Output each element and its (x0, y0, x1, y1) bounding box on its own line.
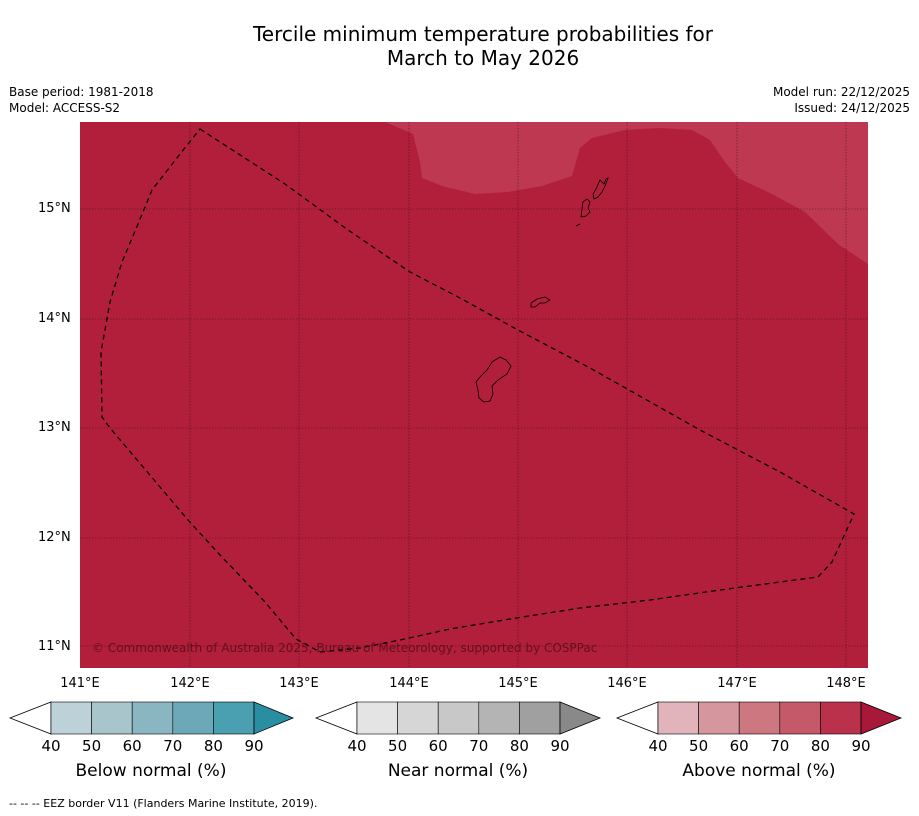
legend-tick-above-normal: 90 (851, 737, 871, 755)
colorbar-near-normal-segment (397, 701, 439, 735)
graticule (80, 122, 868, 668)
lat-label-13n: 13°N (38, 420, 71, 435)
colorbar-above-normal-segment (657, 701, 699, 735)
colorbar-below-normal-segment (213, 701, 255, 735)
legend-tick-near-normal: 50 (388, 737, 408, 755)
colorbar-above-normal-high-arrow (860, 701, 903, 735)
colorbar-near-normal-segment (437, 701, 480, 735)
eez-footnote: -- -- -- EEZ border V11 (Flanders Marine… (9, 797, 318, 810)
map-canvas (80, 122, 868, 668)
legend-tick-below-normal: 40 (41, 737, 61, 755)
colorbar-below-normal-segment (91, 701, 133, 735)
lon-label-143e: 143°E (279, 676, 319, 691)
colorbar-above-normal (615, 701, 903, 735)
legend-colorbars (8, 701, 903, 735)
colorbar-near-normal-low-arrow (314, 701, 358, 735)
legend-tick-near-normal: 90 (550, 737, 570, 755)
colorbar-above-normal-segment (698, 701, 740, 735)
legend-tick-near-normal: 60 (428, 737, 448, 755)
colorbar-near-normal-segment (519, 701, 561, 735)
legend-tick-above-normal: 70 (770, 737, 790, 755)
run-info: Model run: 22/12/2025 Issued: 24/12/2025 (773, 84, 910, 116)
model-name: Model: ACCESS-S2 (9, 101, 121, 115)
island-outlines (475, 177, 609, 403)
lon-label-144e: 144°E (389, 676, 429, 691)
model-info: Base period: 1981-2018 Model: ACCESS-S2 (9, 84, 154, 116)
legend-tick-above-normal: 40 (648, 737, 668, 755)
copyright-notice: © Commonwealth of Australia 2025, Bureau… (92, 641, 598, 655)
lon-label-148e: 148°E (826, 676, 866, 691)
legend-title-below-normal: Below normal (%) (75, 761, 227, 781)
colorbar-below-normal-low-arrow (8, 701, 52, 735)
legend-tick-below-normal: 80 (203, 737, 223, 755)
legend-tick-below-normal: 60 (122, 737, 142, 755)
colorbar-near-normal-segment (478, 701, 520, 735)
probability-zone-70-80 (385, 122, 868, 264)
colorbar-above-normal-segment (779, 701, 821, 735)
lon-label-146e: 146°E (607, 676, 647, 691)
probability-map[interactable]: © Commonwealth of Australia 2025, Bureau… (80, 122, 868, 668)
island-tinian (580, 198, 591, 218)
legend-title-above-normal: Above normal (%) (682, 761, 836, 781)
colorbar-below-normal-high-arrow (253, 701, 295, 735)
legend-tick-below-normal: 70 (163, 737, 183, 755)
legend-tick-above-normal: 50 (689, 737, 709, 755)
colorbar-above-normal-low-arrow (615, 701, 659, 735)
eez-border (100, 128, 855, 653)
model-run: Model run: 22/12/2025 (772, 85, 910, 99)
lat-label-14n: 14°N (38, 311, 71, 326)
lon-label-142e: 142°E (170, 676, 210, 691)
colorbar-near-normal-segment (356, 701, 398, 735)
lon-label-141e: 141°E (60, 676, 100, 691)
colorbar-below-normal-segment (131, 701, 174, 735)
legend-tick-near-normal: 80 (509, 737, 529, 755)
lat-label-12n: 12°N (38, 530, 71, 545)
legend-tick-above-normal: 60 (729, 737, 749, 755)
colorbar-above-normal-segment (738, 701, 781, 735)
legend-tick-above-normal: 80 (810, 737, 830, 755)
island-saipan (592, 177, 609, 200)
legend-tick-below-normal: 90 (244, 737, 264, 755)
legend-tick-near-normal: 70 (469, 737, 489, 755)
island-rota (530, 296, 551, 308)
legend-tick-below-normal: 50 (82, 737, 102, 755)
legend-title-near-normal: Near normal (%) (387, 761, 529, 781)
base-period: Base period: 1981-2018 (9, 85, 154, 99)
issued-date: Issued: 24/12/2025 (794, 101, 910, 115)
lon-label-145e: 145°E (498, 676, 538, 691)
lon-label-147e: 147°E (717, 676, 757, 691)
colorbar-near-normal-high-arrow (559, 701, 602, 735)
title-line-2: March to May 2026 (386, 46, 580, 70)
colorbar-below-normal-segment (172, 701, 214, 735)
island-guam (475, 356, 512, 403)
lat-label-15n: 15°N (38, 201, 71, 216)
chart-title: Tercile minimum temperature probabilitie… (0, 22, 919, 70)
island-aguijan (575, 223, 581, 227)
colorbar-below-normal (8, 701, 295, 735)
legend-tick-near-normal: 40 (347, 737, 367, 755)
colorbar-below-normal-segment (50, 701, 92, 735)
colorbar-near-normal (314, 701, 602, 735)
colorbar-above-normal-segment (820, 701, 862, 735)
title-line-1: Tercile minimum temperature probabilitie… (252, 22, 714, 46)
lat-label-11n: 11°N (38, 639, 71, 654)
